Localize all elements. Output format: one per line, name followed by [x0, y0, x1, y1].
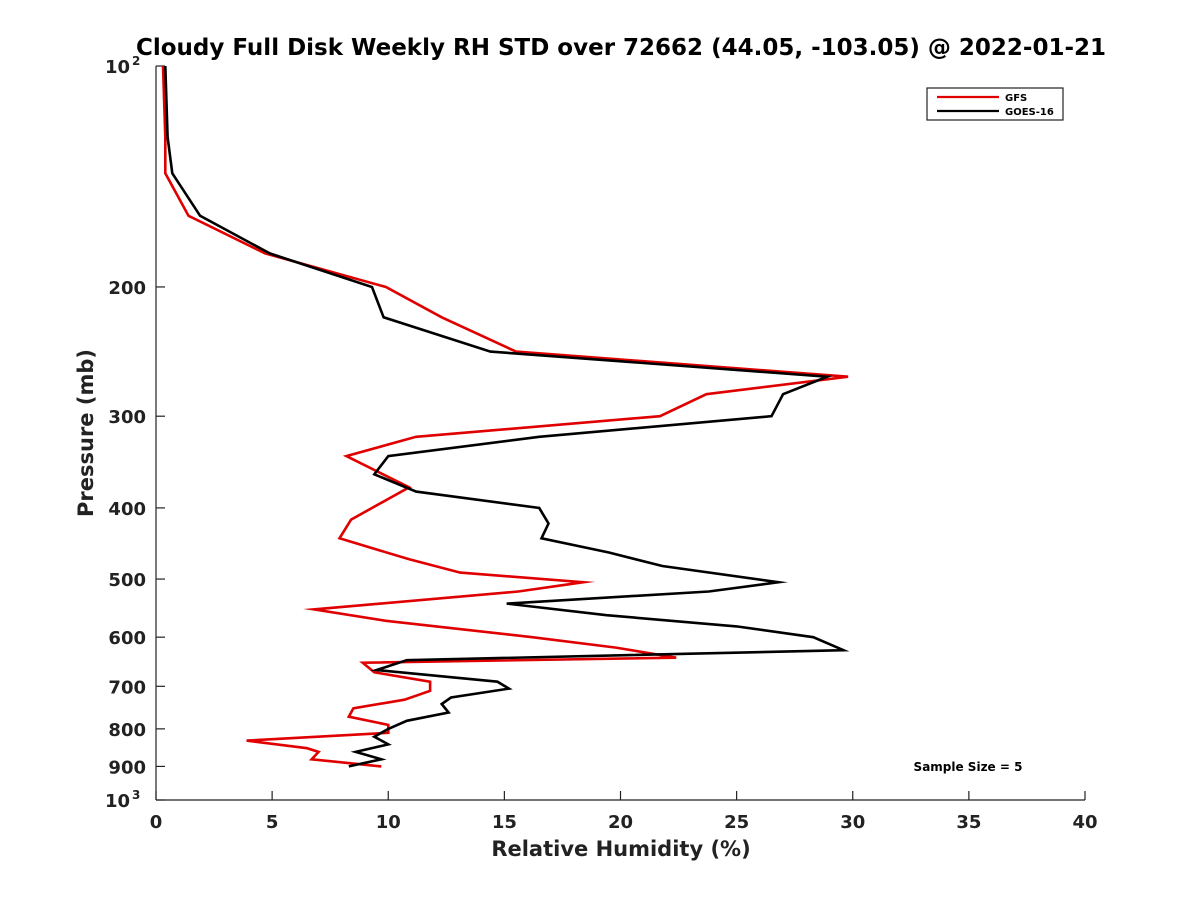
- y-tick-label: 200: [108, 278, 146, 299]
- legend: GFS GOES-16: [926, 87, 1064, 121]
- series-line-gfs: [161, 65, 849, 768]
- x-tick-label: 5: [266, 812, 279, 833]
- series-line-goes-16: [164, 65, 850, 768]
- y-tick-label: 700: [108, 677, 146, 698]
- x-tick-label: 30: [840, 812, 865, 833]
- y-tick-label: 600: [108, 628, 146, 649]
- x-tick-label: 10: [376, 812, 401, 833]
- chart-title: Cloudy Full Disk Weekly RH STD over 7266…: [136, 35, 1106, 61]
- x-tick-label: 0: [150, 812, 163, 833]
- x-tick-label: 40: [1072, 812, 1097, 833]
- y-tick-label: 10: [105, 791, 130, 812]
- y-tick-label: 400: [108, 499, 146, 520]
- y-tick-exponent: 3: [132, 788, 140, 802]
- y-tick-label: 300: [108, 407, 146, 428]
- sample-size-annotation: Sample Size = 5: [914, 760, 1023, 774]
- x-tick-label: 25: [724, 812, 749, 833]
- y-tick-label: 800: [108, 720, 146, 741]
- legend-box: [926, 87, 1064, 121]
- x-tick-label: 15: [492, 812, 517, 833]
- y-axis-label: Pressure (mb): [74, 349, 98, 517]
- legend-label-goes16: GOES-16: [1005, 107, 1054, 118]
- plot-area: [155, 66, 1085, 801]
- y-tick-exponent: 2: [132, 54, 140, 68]
- series-layer: [161, 65, 850, 768]
- y-tick-label: 500: [108, 570, 146, 591]
- y-tick-label: 10: [105, 57, 130, 78]
- x-tick-label: 20: [608, 812, 633, 833]
- legend-label-gfs: GFS: [1005, 93, 1027, 104]
- x-axis-label: Relative Humidity (%): [491, 837, 750, 861]
- y-tick-label: 900: [108, 757, 146, 778]
- x-tick-label: 35: [956, 812, 981, 833]
- x-axis-ticks: 0 5 10 15 20 25 30 35 40: [150, 791, 1098, 833]
